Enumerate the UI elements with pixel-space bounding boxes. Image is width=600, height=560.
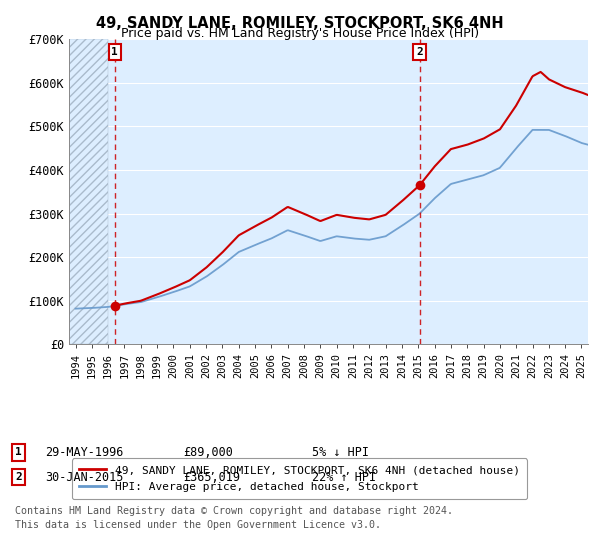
Bar bbox=[69, 39, 108, 344]
Text: 5% ↓ HPI: 5% ↓ HPI bbox=[312, 446, 369, 459]
Text: 1: 1 bbox=[112, 47, 118, 57]
Legend: 49, SANDY LANE, ROMILEY, STOCKPORT, SK6 4NH (detached house), HPI: Average price: 49, SANDY LANE, ROMILEY, STOCKPORT, SK6 … bbox=[72, 458, 527, 499]
Text: £89,000: £89,000 bbox=[183, 446, 233, 459]
Text: 22% ↑ HPI: 22% ↑ HPI bbox=[312, 470, 376, 484]
Text: 2: 2 bbox=[15, 472, 22, 482]
Text: 2: 2 bbox=[416, 47, 423, 57]
Text: £365,019: £365,019 bbox=[183, 470, 240, 484]
Text: 29-MAY-1996: 29-MAY-1996 bbox=[45, 446, 124, 459]
Text: 1: 1 bbox=[15, 447, 22, 458]
Text: Contains HM Land Registry data © Crown copyright and database right 2024.: Contains HM Land Registry data © Crown c… bbox=[15, 506, 453, 516]
Text: This data is licensed under the Open Government Licence v3.0.: This data is licensed under the Open Gov… bbox=[15, 520, 381, 530]
Text: 30-JAN-2015: 30-JAN-2015 bbox=[45, 470, 124, 484]
Text: Price paid vs. HM Land Registry's House Price Index (HPI): Price paid vs. HM Land Registry's House … bbox=[121, 27, 479, 40]
Text: 49, SANDY LANE, ROMILEY, STOCKPORT, SK6 4NH: 49, SANDY LANE, ROMILEY, STOCKPORT, SK6 … bbox=[96, 16, 504, 31]
